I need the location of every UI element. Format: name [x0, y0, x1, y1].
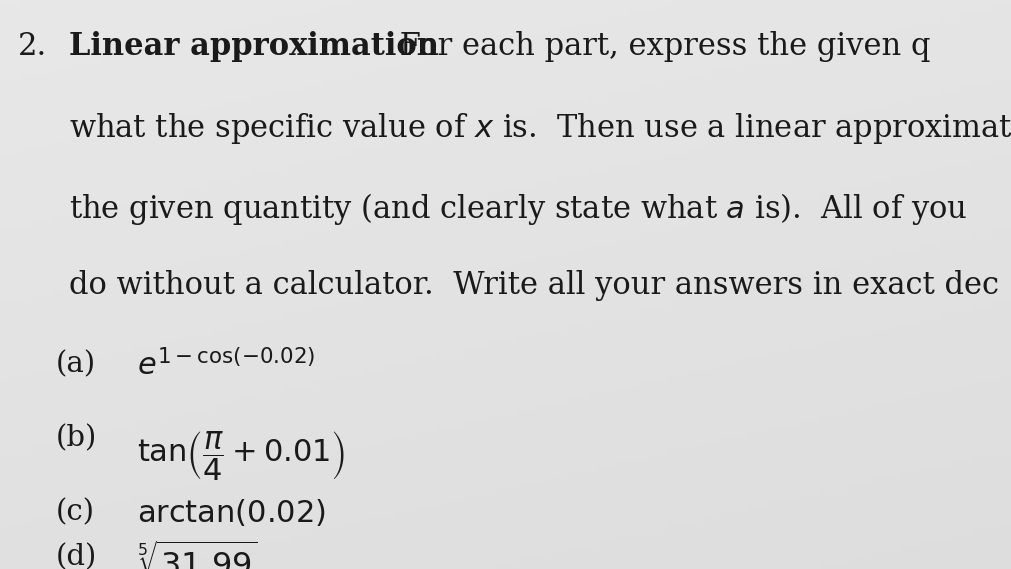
Text: $e^{1-\cos(-0.02)}$: $e^{1-\cos(-0.02)}$ — [136, 350, 314, 382]
Text: For each part, express the given q: For each part, express the given q — [389, 31, 929, 62]
Text: the given quantity (and clearly state what $a$ is).  All of you: the given quantity (and clearly state wh… — [69, 191, 967, 226]
Text: (c): (c) — [56, 498, 95, 526]
Text: (d): (d) — [56, 543, 97, 569]
Text: (a): (a) — [56, 350, 96, 378]
Text: Linear approximation: Linear approximation — [69, 31, 439, 62]
Text: $\sqrt[5]{31.99}$: $\sqrt[5]{31.99}$ — [136, 543, 257, 569]
Text: do without a calculator.  Write all your answers in exact dec: do without a calculator. Write all your … — [69, 270, 998, 301]
Text: $\arctan(0.02)$: $\arctan(0.02)$ — [136, 498, 326, 529]
Text: 2.: 2. — [18, 31, 48, 62]
Text: (b): (b) — [56, 424, 97, 452]
Text: $\tan\!\left(\dfrac{\pi}{4}+0.01\right)$: $\tan\!\left(\dfrac{\pi}{4}+0.01\right)$ — [136, 430, 345, 483]
Text: what the specific value of $x$ is.  Then use a linear approximat: what the specific value of $x$ is. Then … — [69, 111, 1011, 146]
